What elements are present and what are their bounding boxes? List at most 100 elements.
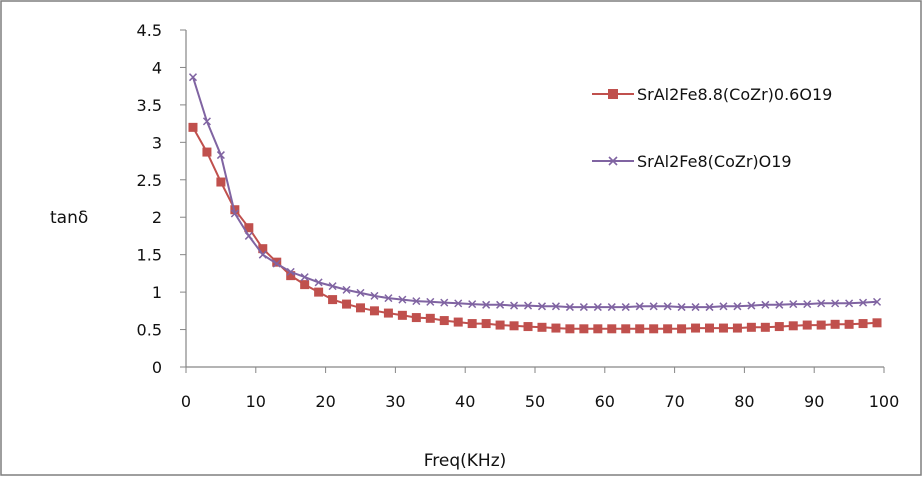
data-point	[188, 122, 198, 132]
x-tick-label: 30	[385, 392, 405, 411]
y-tick-label: 2	[152, 208, 162, 227]
data-point	[816, 320, 826, 330]
y-tick-label: 0.5	[137, 321, 162, 340]
x-tick-label: 100	[869, 392, 900, 411]
y-tick-label: 0	[152, 358, 162, 377]
data-point	[607, 303, 616, 312]
data-point	[677, 324, 687, 334]
data-point	[356, 288, 365, 297]
data-point	[216, 177, 226, 187]
y-tick-label: 1.5	[137, 246, 162, 265]
data-point	[272, 257, 282, 267]
data-point	[593, 303, 602, 312]
data-point	[593, 324, 603, 334]
data-point	[649, 324, 659, 334]
data-point	[383, 308, 393, 318]
data-point	[872, 318, 882, 328]
x-tick-label: 90	[804, 392, 824, 411]
y-tick-label: 4.5	[137, 21, 162, 40]
data-point	[635, 302, 644, 311]
data-point	[649, 302, 658, 311]
series-1	[188, 122, 882, 334]
data-point	[551, 323, 561, 333]
data-point	[844, 319, 854, 329]
data-point	[831, 299, 840, 308]
data-point	[761, 300, 770, 309]
data-point	[859, 298, 868, 307]
data-point	[774, 322, 784, 332]
data-point	[760, 322, 770, 332]
data-point	[482, 300, 491, 309]
data-point	[579, 303, 588, 312]
x-axis-ticks: 0 10 20 30 40 50 60 70 80 90 100	[181, 367, 899, 411]
x-tick-label: 40	[455, 392, 475, 411]
data-point	[454, 299, 463, 308]
data-point	[230, 209, 239, 218]
data-point	[440, 298, 449, 307]
data-point	[426, 297, 435, 306]
data-point	[523, 301, 533, 310]
data-point	[411, 313, 421, 323]
data-point	[202, 117, 211, 126]
series-2-line	[192, 76, 878, 309]
data-point	[425, 313, 435, 323]
data-point	[286, 267, 295, 276]
data-point	[370, 291, 379, 300]
data-point	[719, 302, 728, 311]
data-point	[817, 299, 826, 308]
data-point	[635, 324, 645, 334]
data-point	[356, 303, 365, 313]
data-point	[733, 302, 742, 311]
data-point	[314, 278, 323, 287]
x-tick-label: 20	[315, 392, 335, 411]
data-point	[300, 280, 310, 290]
data-point	[691, 323, 701, 333]
data-point	[663, 302, 672, 311]
data-point	[830, 319, 840, 329]
legend-label-series-2: SrAl2Fe8(CoZr)O19	[637, 152, 792, 171]
data-point	[705, 303, 714, 312]
data-point	[467, 319, 477, 329]
y-tick-label: 3	[152, 133, 162, 152]
data-point	[732, 323, 742, 333]
y-tick-label: 4	[152, 58, 162, 77]
data-point	[439, 316, 449, 326]
data-point	[384, 294, 393, 303]
data-point	[537, 302, 547, 311]
data-point	[551, 302, 560, 311]
data-point	[244, 223, 254, 233]
data-point	[328, 282, 337, 291]
data-point	[621, 324, 631, 334]
data-point	[468, 300, 477, 309]
data-point	[272, 259, 281, 268]
data-point	[398, 295, 407, 304]
data-point	[188, 73, 198, 82]
data-point	[565, 303, 574, 312]
data-point	[845, 299, 854, 308]
data-point	[872, 297, 882, 306]
data-point	[202, 147, 212, 157]
y-axis-ticks: 0 0.5 1 1.5 2 2.5 3 3.5 4 4.5	[137, 21, 186, 377]
legend-marker-series-2	[608, 156, 618, 166]
x-tick-label: 60	[595, 392, 615, 411]
y-tick-label: 3.5	[137, 96, 162, 115]
y-tick-label: 1	[152, 283, 162, 302]
data-point	[412, 297, 421, 306]
data-point	[328, 295, 338, 305]
x-tick-label: 50	[525, 392, 545, 411]
data-point	[496, 300, 505, 309]
legend-label-series-1: SrAl2Fe8.8(CoZr)0.6O19	[637, 85, 832, 104]
data-point	[244, 231, 253, 240]
data-point	[509, 321, 519, 331]
series-layer	[188, 73, 882, 334]
data-point	[523, 322, 533, 332]
data-point	[746, 322, 756, 332]
data-point	[691, 303, 700, 312]
data-point	[342, 285, 351, 294]
data-point	[397, 310, 407, 320]
series-2	[188, 73, 882, 312]
data-point	[718, 323, 728, 333]
